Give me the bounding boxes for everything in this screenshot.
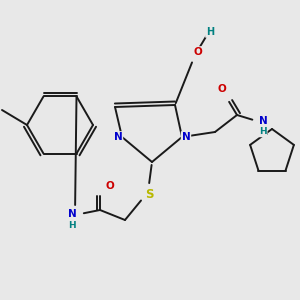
Text: O: O <box>194 47 202 57</box>
Text: H: H <box>259 128 267 136</box>
Text: H: H <box>206 27 214 37</box>
Text: O: O <box>218 84 226 94</box>
Text: H: H <box>68 220 76 230</box>
Text: N: N <box>68 209 76 219</box>
Text: O: O <box>106 181 114 191</box>
Text: N: N <box>114 132 122 142</box>
Text: N: N <box>182 132 190 142</box>
Text: N: N <box>259 116 267 126</box>
Text: S: S <box>145 188 153 200</box>
